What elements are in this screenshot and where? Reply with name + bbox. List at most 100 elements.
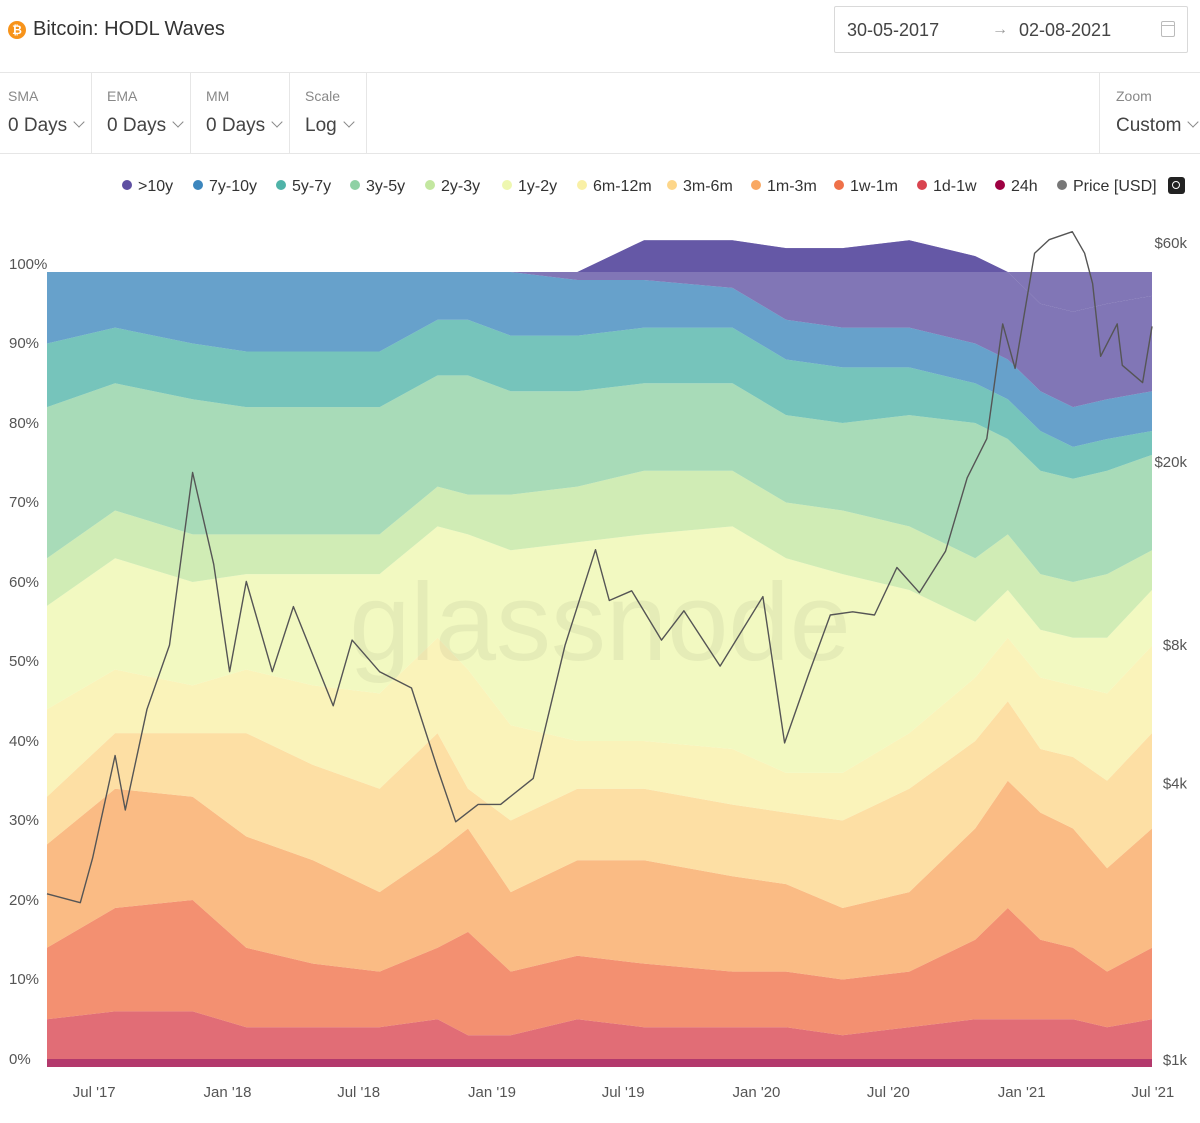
x-tick-label: Jul '17	[73, 1084, 116, 1101]
x-tick-label: Jul '19	[602, 1084, 645, 1101]
y-tick-label: 60%	[9, 574, 39, 591]
area-1m-3m	[47, 780, 1152, 980]
calendar-icon[interactable]	[1161, 21, 1175, 37]
price-line	[46, 231, 1153, 904]
legend-dot	[751, 180, 761, 190]
sma-value[interactable]: 0 Days	[8, 115, 85, 137]
area-5y-7y	[47, 319, 1152, 479]
legend-label: 1d-1w	[933, 178, 977, 195]
legend-dot	[193, 180, 203, 190]
legend-label: 1w-1m	[850, 178, 899, 195]
y-tick-label: 50%	[9, 653, 39, 670]
y-tick-label: 40%	[9, 733, 39, 750]
ema-label: EMA	[107, 88, 138, 104]
legend-label: 1m-3m	[767, 178, 817, 195]
legend-dot	[1057, 180, 1067, 190]
y2-tick-label: $20k	[1154, 454, 1187, 471]
sma-select[interactable]: SMA 0 Days	[0, 73, 92, 153]
legend-item-9[interactable]: 1w-1m	[834, 178, 898, 196]
x-tick-label: Jul '18	[337, 1084, 380, 1101]
legend-label: 3y-5y	[366, 178, 406, 195]
legend-dot	[502, 180, 512, 190]
legend-dot	[122, 180, 132, 190]
chart-legend: >10y 7y-10y 5y-7y 3y-5y 2y-3y 1y-2y 6m-12m 3m-6…	[0, 175, 1160, 201]
y-tick-label: 10%	[9, 971, 39, 988]
legend-item-0[interactable]: >10y	[122, 178, 173, 196]
camera-icon[interactable]	[1168, 177, 1185, 194]
legend-item-6[interactable]: 6m-12m	[577, 178, 652, 196]
x-tick-label: Jul '20	[867, 1084, 910, 1101]
legend-item-7[interactable]: 3m-6m	[667, 178, 733, 196]
mm-value[interactable]: 0 Days	[206, 115, 283, 137]
legend-label: 7y-10y	[209, 178, 258, 195]
legend-item-12[interactable]: Price [USD]	[1057, 178, 1157, 196]
legend-dot	[834, 180, 844, 190]
legend-label: 6m-12m	[593, 178, 652, 195]
area-3y-5y	[47, 375, 1152, 583]
area-24h	[47, 1059, 1152, 1067]
mm-label: MM	[206, 88, 230, 104]
area-1d-1w	[47, 1011, 1152, 1060]
legend-dot	[350, 180, 360, 190]
legend-item-4[interactable]: 2y-3y	[425, 178, 480, 196]
watermark-logo: glassnode	[349, 561, 851, 684]
zoom-value[interactable]: Custom	[1116, 115, 1200, 137]
scale-label: Scale	[305, 88, 341, 104]
y-tick-label: 100%	[9, 256, 47, 273]
chart-controls: SMA 0 Days EMA 0 Days MM 0 Days Scale Lo…	[0, 73, 1200, 154]
y2-tick-label: $4k	[1163, 775, 1188, 792]
header-bar: ₿ Bitcoin: HODL Waves 30-05-2017 → 02-08…	[0, 0, 1200, 73]
y2-tick-label: $1k	[1163, 1052, 1188, 1069]
legend-label: 2y-3y	[441, 178, 481, 195]
legend-label: 3m-6m	[683, 178, 733, 195]
x-tick-label: Jan '19	[468, 1084, 516, 1101]
mm-select[interactable]: MM 0 Days	[191, 73, 290, 153]
date-from-input[interactable]: 30-05-2017	[847, 20, 940, 40]
y-tick-label: 20%	[9, 892, 39, 909]
area->10y	[47, 240, 1152, 408]
x-tick-label: Jan '20	[733, 1084, 781, 1101]
legend-dot	[995, 180, 1005, 190]
legend-label: Price [USD]	[1073, 178, 1157, 195]
y-tick-label: 80%	[9, 415, 39, 432]
legend-item-11[interactable]: 24h	[995, 178, 1038, 196]
x-tick-label: Jan '21	[998, 1084, 1046, 1101]
area-7y-10y	[47, 272, 1152, 447]
page-title: Bitcoin: HODL Waves	[33, 18, 225, 40]
y-tick-label: 70%	[9, 494, 39, 511]
legend-dot	[577, 180, 587, 190]
area-3m-6m	[47, 701, 1152, 908]
y2-tick-label: $60k	[1154, 235, 1187, 252]
legend-item-8[interactable]: 1m-3m	[751, 178, 817, 196]
ema-value[interactable]: 0 Days	[107, 115, 184, 137]
y-tick-label: 90%	[9, 335, 39, 352]
date-to-input[interactable]: 02-08-2021	[1019, 20, 1112, 40]
legend-label: 1y-2y	[518, 178, 558, 195]
area-2y-3y	[47, 470, 1152, 638]
scale-select[interactable]: Scale Log	[290, 73, 367, 153]
area-1w-1m	[47, 900, 1152, 1036]
legend-dot	[425, 180, 435, 190]
legend-dot	[276, 180, 286, 190]
zoom-select[interactable]: Zoom Custom	[1099, 73, 1200, 153]
sma-label: SMA	[8, 88, 39, 104]
ema-select[interactable]: EMA 0 Days	[92, 73, 191, 153]
area-remainder	[47, 240, 1152, 312]
legend-item-1[interactable]: 7y-10y	[193, 178, 257, 196]
legend-label: 24h	[1011, 178, 1038, 195]
legend-item-10[interactable]: 1d-1w	[917, 178, 977, 196]
area-6m-12m	[47, 637, 1152, 821]
legend-label: >10y	[138, 178, 174, 195]
scale-value[interactable]: Log	[305, 115, 355, 137]
legend-item-5[interactable]: 1y-2y	[502, 178, 557, 196]
area-1y-2y	[47, 526, 1152, 773]
y2-tick-label: $8k	[1163, 637, 1188, 654]
legend-item-3[interactable]: 3y-5y	[350, 178, 405, 196]
legend-dot	[667, 180, 677, 190]
legend-item-2[interactable]: 5y-7y	[276, 178, 331, 196]
y-tick-label: 30%	[9, 812, 39, 829]
zoom-label: Zoom	[1116, 88, 1152, 104]
date-range-picker[interactable]: 30-05-2017 → 02-08-2021	[834, 6, 1188, 53]
y-tick-label: 0%	[9, 1051, 31, 1068]
